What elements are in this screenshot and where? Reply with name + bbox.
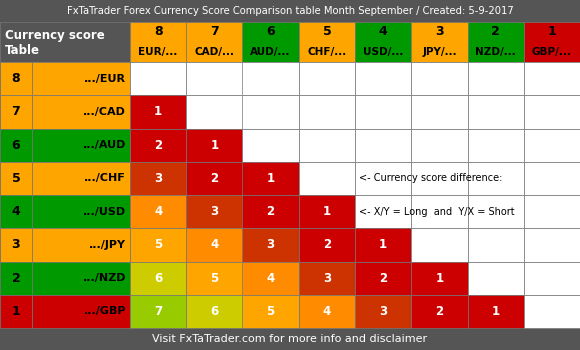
- Text: Table: Table: [5, 44, 40, 57]
- Text: 4: 4: [379, 25, 387, 38]
- Text: FxTaTrader: FxTaTrader: [117, 79, 463, 299]
- Text: 5: 5: [154, 238, 162, 251]
- Text: 6: 6: [12, 139, 20, 152]
- Text: .../GBP: .../GBP: [84, 306, 126, 316]
- Text: 1: 1: [154, 105, 162, 118]
- Text: GBP/...: GBP/...: [532, 47, 572, 57]
- Text: 1: 1: [436, 272, 444, 285]
- Text: 1: 1: [492, 305, 500, 318]
- Text: 2: 2: [12, 272, 20, 285]
- Text: 5: 5: [322, 25, 331, 38]
- Text: 7: 7: [12, 105, 20, 118]
- Text: 5: 5: [12, 172, 20, 185]
- Text: USD/...: USD/...: [363, 47, 403, 57]
- Text: 4: 4: [12, 205, 20, 218]
- Text: .../JPY: .../JPY: [89, 240, 126, 250]
- Text: 1: 1: [12, 305, 20, 318]
- Text: Currency score: Currency score: [5, 29, 105, 42]
- Text: .../USD: .../USD: [83, 206, 126, 217]
- Text: 3: 3: [12, 238, 20, 251]
- Text: CHF/...: CHF/...: [307, 47, 346, 57]
- Text: 1: 1: [211, 139, 219, 152]
- Text: 8: 8: [154, 25, 162, 38]
- Text: 2: 2: [154, 139, 162, 152]
- Text: NZD/...: NZD/...: [475, 47, 516, 57]
- Text: 3: 3: [323, 272, 331, 285]
- Text: AUD/...: AUD/...: [251, 47, 291, 57]
- Text: 6: 6: [210, 305, 219, 318]
- Text: 4: 4: [210, 238, 219, 251]
- Text: JPY/...: JPY/...: [422, 47, 456, 57]
- Text: 2: 2: [379, 272, 387, 285]
- Text: 4: 4: [322, 305, 331, 318]
- Text: 3: 3: [435, 25, 444, 38]
- Text: 6: 6: [266, 25, 275, 38]
- Text: .../CAD: .../CAD: [83, 107, 126, 117]
- Text: 2: 2: [211, 172, 219, 185]
- Text: 4: 4: [154, 205, 162, 218]
- Text: 3: 3: [211, 205, 219, 218]
- Text: 3: 3: [154, 172, 162, 185]
- Text: 1: 1: [379, 238, 387, 251]
- Text: 7: 7: [210, 25, 219, 38]
- Text: FxTaTrader Forex Currency Score Comparison table Month September / Created: 5-9-: FxTaTrader Forex Currency Score Comparis…: [67, 6, 513, 16]
- Text: 6: 6: [154, 272, 162, 285]
- Text: 5: 5: [210, 272, 219, 285]
- Text: <- X/Y = Long  and  Y/X = Short: <- X/Y = Long and Y/X = Short: [359, 206, 514, 217]
- Text: .../AUD: .../AUD: [82, 140, 126, 150]
- Text: 7: 7: [154, 305, 162, 318]
- Text: 4: 4: [266, 272, 275, 285]
- Text: 3: 3: [267, 238, 275, 251]
- Text: 2: 2: [491, 25, 500, 38]
- Text: .../CHF: .../CHF: [84, 173, 126, 183]
- Text: .../EUR: .../EUR: [84, 74, 126, 84]
- Text: 2: 2: [267, 205, 275, 218]
- Text: .../NZD: .../NZD: [82, 273, 126, 283]
- Text: 1: 1: [267, 172, 275, 185]
- Text: <- Currency score difference:: <- Currency score difference:: [359, 173, 502, 183]
- Text: 2: 2: [323, 238, 331, 251]
- Text: 2: 2: [436, 305, 444, 318]
- Text: CAD/...: CAD/...: [194, 47, 234, 57]
- Text: EUR/...: EUR/...: [139, 47, 178, 57]
- Text: 5: 5: [266, 305, 275, 318]
- Text: Visit FxTaTrader.com for more info and disclaimer: Visit FxTaTrader.com for more info and d…: [153, 334, 427, 344]
- Text: 1: 1: [323, 205, 331, 218]
- Text: 1: 1: [548, 25, 556, 38]
- Text: 3: 3: [379, 305, 387, 318]
- Text: 8: 8: [12, 72, 20, 85]
